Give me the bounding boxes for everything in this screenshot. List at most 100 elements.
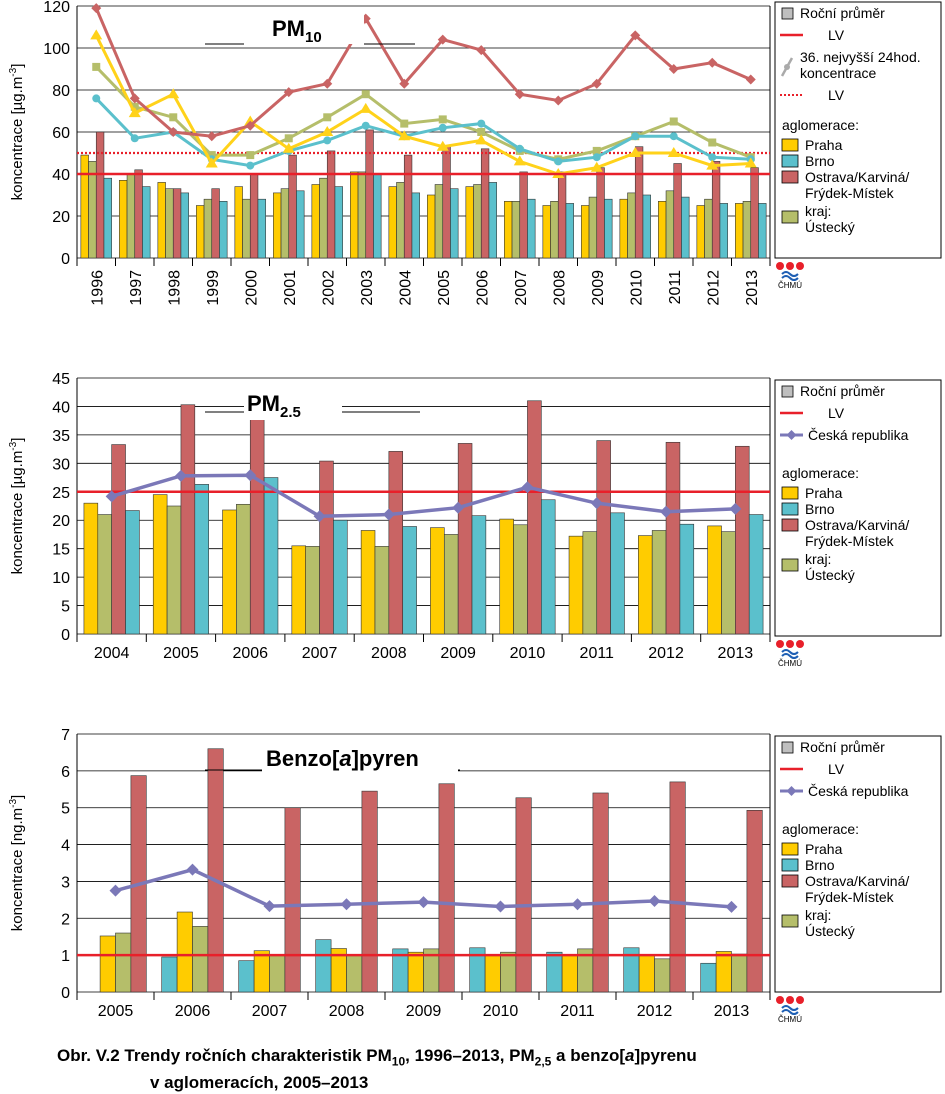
bar-ostrava [634,146,644,259]
bar-kraj [97,514,112,635]
cr-marker [590,497,603,510]
y-tick-label: 45 [52,371,70,388]
bar-praha [499,518,514,635]
ylabel-sup: -3 [8,799,19,808]
x-tick-label: 2009 [406,1003,442,1020]
x-tick-label: 2005 [98,1003,134,1020]
x-tick-label: 2006 [232,645,268,662]
bar-brno [748,514,764,635]
legend-kraj-2: Ústecký [805,923,855,939]
chmu-logo-dot [776,640,784,648]
x-tick-label: 2011 [560,1003,595,1020]
title-italic: a [339,746,351,771]
chmu-logo-text: ČHMÚ [778,659,802,668]
legend-kraj-1: kraj: [805,907,831,923]
bar-praha [407,951,424,993]
daily-marker-praha [128,107,141,118]
bar-kraj [473,184,482,259]
bar-praha [561,954,578,993]
legend-kraj-1: kraj: [805,203,831,219]
bar-ostrava [750,167,759,259]
daily-marker-brno [708,153,717,162]
bar-brno [334,186,343,259]
bar-praha [638,535,653,635]
legend-box [774,735,942,993]
cr-marker [725,900,738,913]
bar-ostrava [515,797,532,993]
ylabel-part: koncentrace [µg.m [9,77,26,201]
bar-ostrava [403,154,413,259]
bar-ostrava [319,460,334,635]
bar-praha [350,171,359,259]
bar-praha [311,184,320,259]
daily-marker-brno [477,119,486,128]
cr-marker [521,481,534,494]
chmu-logo-dot [786,262,794,270]
chmu-logo-wave [781,271,799,277]
bar-kraj [374,546,390,635]
legend-swatch-rocni [781,741,794,754]
x-tick-label: 2012 [637,1003,673,1020]
daily-marker-kraj [323,113,332,122]
bar-ostrava [361,790,378,993]
title-part: ]pyren [352,746,419,771]
daily-marker-ostrava [91,3,102,14]
bar-brno [546,951,563,993]
bar-kraj [513,524,528,635]
bar-ostrava [442,146,451,259]
legend-swatch-praha [781,842,799,856]
x-tick-label: 2007 [513,270,530,306]
x-tick-label: 1997 [128,270,145,306]
chmu-logo-wave [781,653,799,659]
bar-kraj [242,198,251,259]
title-part: Benzo[ [266,746,340,771]
bar-ostrava [284,807,301,993]
bar-ostrava [592,792,609,993]
bar-kraj [511,201,521,259]
legend-ostrava-1: Ostrava/Karviná/ [805,517,909,533]
legend-ostrava-1: Ostrava/Karviná/ [805,873,909,889]
daily-marker-ostrava [707,57,718,68]
bar-ostrava [438,783,455,993]
bar-kraj [192,926,209,993]
bar-kraj [742,201,752,259]
title-main: PM [272,16,305,41]
legend-lv: LV [828,405,845,421]
legend-ostrava-2: Frýdek-Místek [805,533,895,549]
ylabel-end: ] [9,795,26,799]
legend-brno: Brno [805,501,835,517]
y-tick-label: 15 [52,542,70,559]
y-tick-label: 3 [61,874,70,891]
cr-marker [494,900,507,913]
daily-marker-brno [669,132,678,141]
cr-line [111,473,736,519]
daily-marker-brno [130,134,139,143]
bar-praha [196,205,205,259]
bar-brno [450,188,459,259]
legend-kraj-2: Ústecký [805,219,855,235]
y-tick-label: 25 [52,485,70,502]
bar-kraj [627,192,636,259]
daily-marker-ostrava [476,45,487,56]
bar-praha [658,201,667,259]
x-tick-label: 2010 [510,645,546,662]
bar-ostrava [207,748,224,993]
bar-ostrava [711,161,721,259]
bar-kraj [731,953,748,993]
bar-brno [719,203,728,259]
legend-swatch-daily-dot [784,64,790,70]
legend-rocni-prumer: Roční průměr [800,383,885,399]
y-tick-label: 6 [61,764,70,781]
bar-brno [333,519,348,635]
legend-swatch-kraj [781,914,799,928]
bar-brno [142,186,151,259]
chart-title-bg [244,12,364,44]
legend-swatch-kraj [781,210,799,224]
bar-kraj [704,198,713,259]
bar-kraj [346,954,363,993]
chmu-logo-dot [776,262,784,270]
bar-praha [157,182,166,259]
x-tick-label: 2007 [252,1003,288,1020]
bar-kraj [88,161,97,259]
